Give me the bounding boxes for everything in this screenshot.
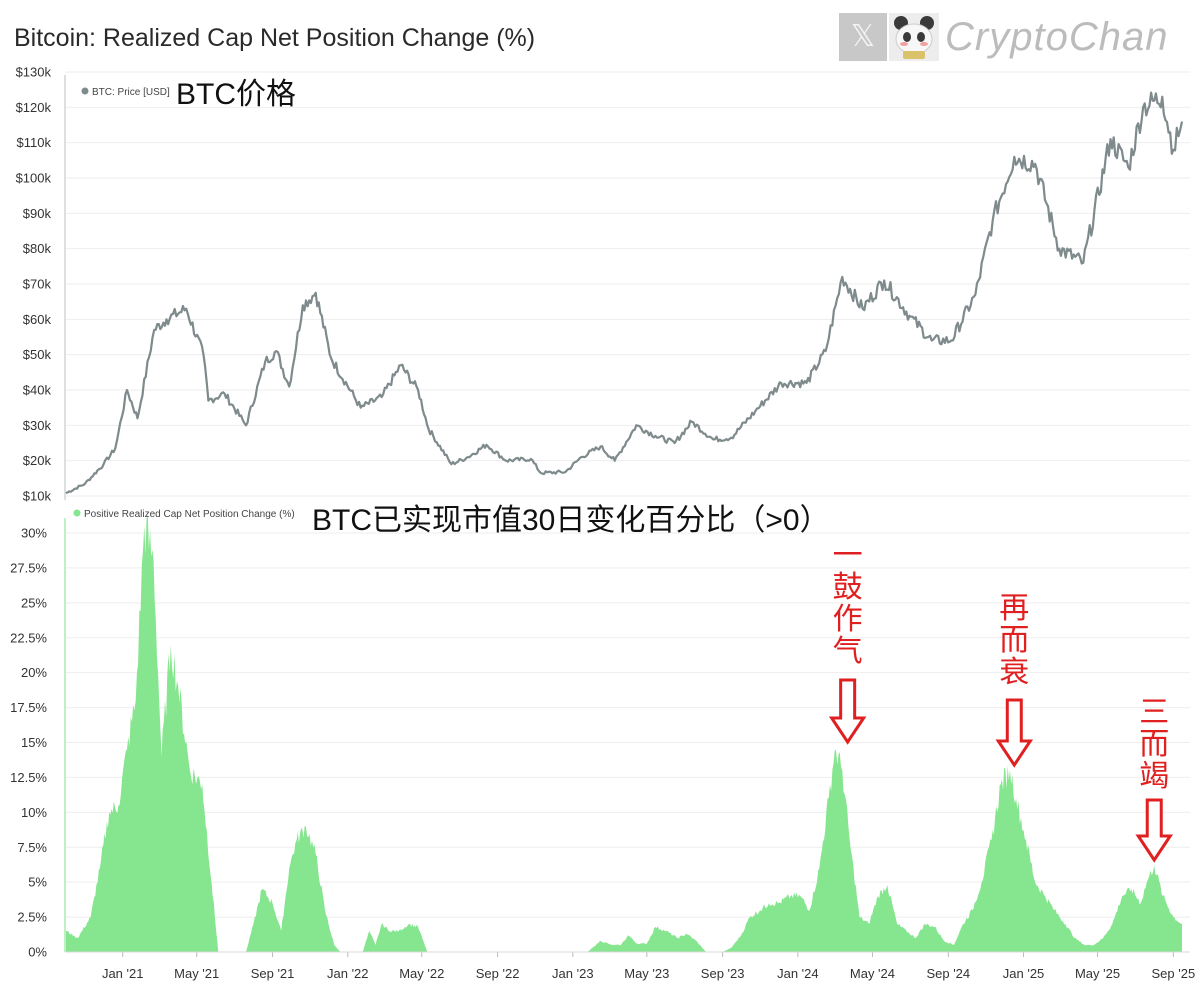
x-tick-label: Sep '25 xyxy=(1152,966,1196,981)
area-legend-label: Positive Realized Cap Net Position Chang… xyxy=(84,509,295,520)
x-axis: Jan '21 May '21 Sep '21 Jan '22 May '22 Sep '… xyxy=(102,952,1195,981)
area-y-tick: 7.5% xyxy=(17,840,47,855)
down-arrow-icon xyxy=(828,678,867,745)
annotation-char: 鼓 xyxy=(833,571,863,604)
x-tick-label: Jan '21 xyxy=(102,966,144,981)
annotation-char: 气 xyxy=(833,635,863,668)
area-series xyxy=(66,514,1182,952)
price-line xyxy=(65,91,1184,495)
price-grid xyxy=(66,71,1190,497)
x-tick-label: Sep '22 xyxy=(476,966,520,981)
area-y-tick: 27.5% xyxy=(10,560,47,575)
x-tick-label: Sep '24 xyxy=(926,966,970,981)
price-y-tick: $110k xyxy=(17,135,52,150)
area-y-tick: 5% xyxy=(28,875,47,890)
watermark-logo: 𝕏 CryptoChan xyxy=(839,13,1191,63)
annotation-char: 三 xyxy=(1139,696,1169,729)
price-y-tick: $70k xyxy=(23,277,52,292)
x-tick-label: Sep '23 xyxy=(701,966,745,981)
annotation-char: 竭 xyxy=(1139,760,1169,793)
annotation-char: 衰 xyxy=(999,656,1029,689)
price-y-axis: $10k $20k $30k $40k $50k $60k $70k $80k $90k $100… xyxy=(16,65,52,504)
x-logo-icon: 𝕏 xyxy=(839,13,887,61)
price-y-tick: $60k xyxy=(23,312,52,327)
area-y-tick: 25% xyxy=(21,595,47,610)
price-y-tick: $30k xyxy=(23,418,52,433)
area-y-tick: 2.5% xyxy=(17,910,47,925)
x-tick-label: Jan '24 xyxy=(777,966,819,981)
watermark-text: CryptoChan xyxy=(945,15,1169,59)
price-y-tick: $100k xyxy=(16,171,52,186)
price-y-tick: $120k xyxy=(16,100,52,115)
chart-title: Bitcoin: Realized Cap Net Position Chang… xyxy=(14,24,536,52)
price-y-tick: $20k xyxy=(23,453,52,468)
x-tick-label: May '21 xyxy=(174,966,219,981)
price-series xyxy=(65,91,1184,495)
price-y-tick: $50k xyxy=(23,347,52,362)
area-y-tick: 17.5% xyxy=(10,700,47,715)
down-arrow-icon xyxy=(1135,798,1174,863)
area-y-tick: 22.5% xyxy=(10,630,47,645)
x-tick-label: Sep '21 xyxy=(251,966,295,981)
price-legend-marker xyxy=(81,87,89,95)
price-legend-label: BTC: Price [USD] xyxy=(92,87,170,98)
price-y-tick: $10k xyxy=(23,489,52,504)
price-y-tick: $80k xyxy=(23,241,52,256)
area-legend: Positive Realized Cap Net Position Chang… xyxy=(73,509,295,520)
area-legend-marker xyxy=(73,509,81,517)
annotation-char: 再 xyxy=(999,592,1029,625)
price-y-tick: $130k xyxy=(16,65,52,80)
area-y-tick: 12.5% xyxy=(10,770,47,785)
x-tick-label: May '23 xyxy=(624,966,669,981)
area-y-tick: 10% xyxy=(21,805,47,820)
annotation-2: 再而衰 xyxy=(995,592,1034,768)
annotation-char: 一 xyxy=(833,539,863,572)
area-overlay-label: BTC已实现市值30日变化百分比（>0） xyxy=(312,504,830,537)
area-y-tick: 0% xyxy=(28,945,47,960)
area-y-tick: 20% xyxy=(21,665,47,680)
area-y-tick: 30% xyxy=(21,526,47,541)
price-legend: BTC: Price [USD] xyxy=(81,87,170,98)
area-y-axis: 0% 2.5% 5% 7.5% 10% 12.5% 15% 17.5% 20% 22.5% 25% 2… xyxy=(10,526,47,960)
x-tick-label: May '24 xyxy=(850,966,895,981)
x-tick-label: Jan '25 xyxy=(1003,966,1045,981)
area-y-tick: 15% xyxy=(21,735,47,750)
annotation-char: 作 xyxy=(833,603,863,636)
area-fill xyxy=(66,514,1182,952)
price-overlay-label: BTC价格 xyxy=(176,78,296,111)
x-tick-label: Jan '23 xyxy=(552,966,594,981)
annotation-char: 而 xyxy=(999,624,1029,657)
down-arrow-icon xyxy=(995,698,1034,768)
x-tick-label: May '25 xyxy=(1075,966,1120,981)
x-tick-label: Jan '22 xyxy=(327,966,369,981)
panda-avatar-icon xyxy=(889,13,939,61)
annotation-3: 三而竭 xyxy=(1135,696,1174,863)
price-y-tick: $90k xyxy=(23,206,52,221)
annotation-char: 而 xyxy=(1139,728,1169,761)
x-tick-label: May '22 xyxy=(399,966,444,981)
price-y-tick: $40k xyxy=(23,383,52,398)
